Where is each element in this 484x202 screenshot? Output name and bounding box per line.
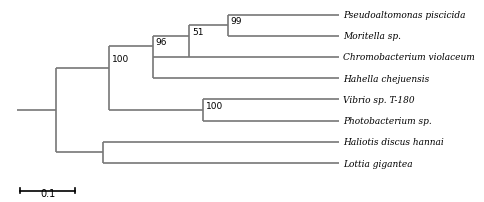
Text: Lottia gigantea: Lottia gigantea	[343, 159, 413, 168]
Text: Vibrio sp. T-180: Vibrio sp. T-180	[343, 96, 415, 104]
Text: Hahella chejuensis: Hahella chejuensis	[343, 74, 429, 83]
Text: Haliotis discus hannai: Haliotis discus hannai	[343, 138, 444, 147]
Text: Chromobacterium violaceum: Chromobacterium violaceum	[343, 53, 475, 62]
Text: 51: 51	[192, 28, 203, 37]
Text: Moritella sp.: Moritella sp.	[343, 32, 401, 41]
Text: 96: 96	[156, 38, 167, 47]
Text: 0.1: 0.1	[40, 188, 55, 198]
Text: 99: 99	[230, 17, 242, 26]
Text: 100: 100	[206, 102, 223, 110]
Text: 100: 100	[111, 55, 129, 64]
Text: Pseudoaltomonas piscicida: Pseudoaltomonas piscicida	[343, 11, 466, 20]
Text: Photobacterium sp.: Photobacterium sp.	[343, 117, 432, 125]
